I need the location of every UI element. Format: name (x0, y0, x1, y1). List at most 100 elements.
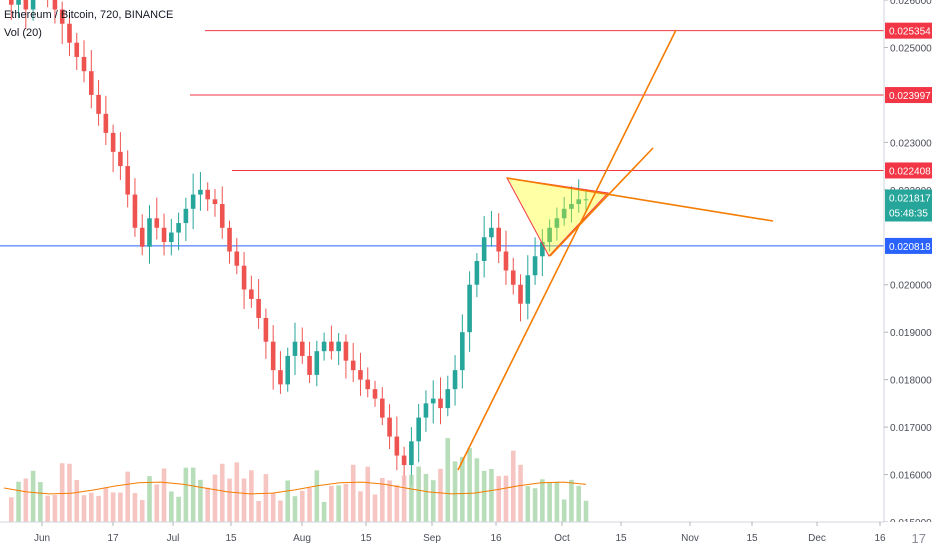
volume-bar (89, 492, 94, 522)
candle-body (314, 351, 320, 375)
candle-body (227, 227, 232, 252)
price-level-badge (885, 22, 932, 39)
time-tick-label: 16 (490, 533, 502, 544)
price-tick-label: 0.018000 (890, 376, 932, 387)
candle-body (59, 9, 65, 24)
volume-bar (336, 485, 341, 522)
price-tick-label: 0.016000 (890, 471, 932, 482)
candle-body (329, 341, 334, 352)
time-tick-label: 16 (874, 533, 886, 544)
time-tick-label: Dec (808, 533, 826, 544)
candle-body (23, 0, 29, 10)
volume-bar (503, 475, 509, 522)
candle-body (583, 199, 589, 201)
volume-bar (139, 500, 145, 522)
volume-bar (183, 467, 189, 522)
candle-body (350, 360, 356, 371)
volume-bar (438, 468, 443, 522)
volume-bar (190, 467, 196, 522)
volume-bar (103, 487, 109, 522)
candle-body (489, 227, 494, 238)
volume-bar (241, 478, 247, 522)
candle-body (256, 298, 261, 318)
candle-body (430, 398, 436, 404)
candle-body (154, 218, 160, 228)
volume-bar (299, 490, 305, 522)
volume-bar (321, 501, 327, 522)
candle-body (409, 441, 414, 466)
volume-bar (387, 480, 392, 522)
candle-body (249, 289, 254, 299)
volume-bar (481, 470, 487, 522)
volume-bar (525, 486, 531, 522)
volume-bar (256, 501, 261, 522)
volume-bar (23, 478, 29, 522)
candle-body (547, 227, 552, 243)
price-axis-background (884, 0, 932, 550)
candle-body (467, 284, 472, 333)
candle-body (234, 251, 240, 266)
candle-body (401, 455, 407, 466)
candle-body (496, 227, 501, 252)
candle-body (139, 227, 145, 247)
candle-body (540, 242, 545, 257)
last-price-label: 0.021817 (889, 194, 931, 205)
candle-body (518, 284, 523, 304)
candle-body (525, 275, 531, 304)
time-axis-background (0, 522, 932, 550)
candle-body (103, 113, 109, 133)
time-tick-label: Nov (681, 533, 699, 544)
volume-bar (270, 492, 276, 522)
volume-bar (394, 485, 400, 522)
candle-body (358, 370, 363, 380)
candle-body (161, 227, 167, 243)
candles-group (8, 0, 589, 486)
volume-bar (365, 466, 371, 522)
volume-bar (467, 448, 472, 522)
volume-bar (96, 495, 101, 522)
volume-bar (540, 479, 545, 522)
candle-body (96, 94, 101, 114)
candle-body (190, 194, 196, 209)
volume-bar (81, 495, 87, 522)
volume-bar (52, 494, 58, 522)
volume-bar (350, 464, 356, 522)
candle-body (205, 189, 210, 200)
candle-body (132, 194, 138, 228)
volume-bar (198, 479, 203, 522)
volume-bar (532, 488, 538, 522)
volume-bar (430, 480, 436, 522)
candle-body (16, 0, 21, 5)
volume-bar (416, 466, 421, 522)
volume-bar (314, 470, 320, 522)
volume-bar (278, 500, 283, 522)
volume-bar (8, 497, 14, 522)
volume-bar (583, 500, 589, 522)
candle-body (452, 370, 458, 390)
candle-body (460, 332, 465, 371)
price-level-badge (885, 162, 932, 179)
volume-bar (496, 476, 501, 522)
candle-body (147, 218, 152, 247)
volume-bar (423, 473, 429, 522)
volume-bar (460, 456, 465, 522)
time-tick-label: 15 (746, 533, 758, 544)
candle-body (299, 341, 305, 356)
volume-bar (474, 458, 480, 522)
candle-body (8, 0, 14, 5)
candle-body (380, 398, 385, 418)
volume-bar (576, 485, 582, 522)
candle-body (307, 355, 312, 375)
candle-body (30, 0, 36, 10)
candle-body (343, 341, 349, 361)
time-tick-label: Aug (293, 533, 311, 544)
candle-body (394, 436, 400, 456)
candle-body (176, 223, 181, 233)
price-level-label: 0.020818 (889, 242, 931, 253)
volume-bar (125, 471, 130, 522)
candle-body (569, 204, 574, 209)
volume-bar (307, 487, 312, 522)
volume-bar (372, 494, 378, 522)
price-tick-label: 0.020000 (890, 281, 932, 292)
